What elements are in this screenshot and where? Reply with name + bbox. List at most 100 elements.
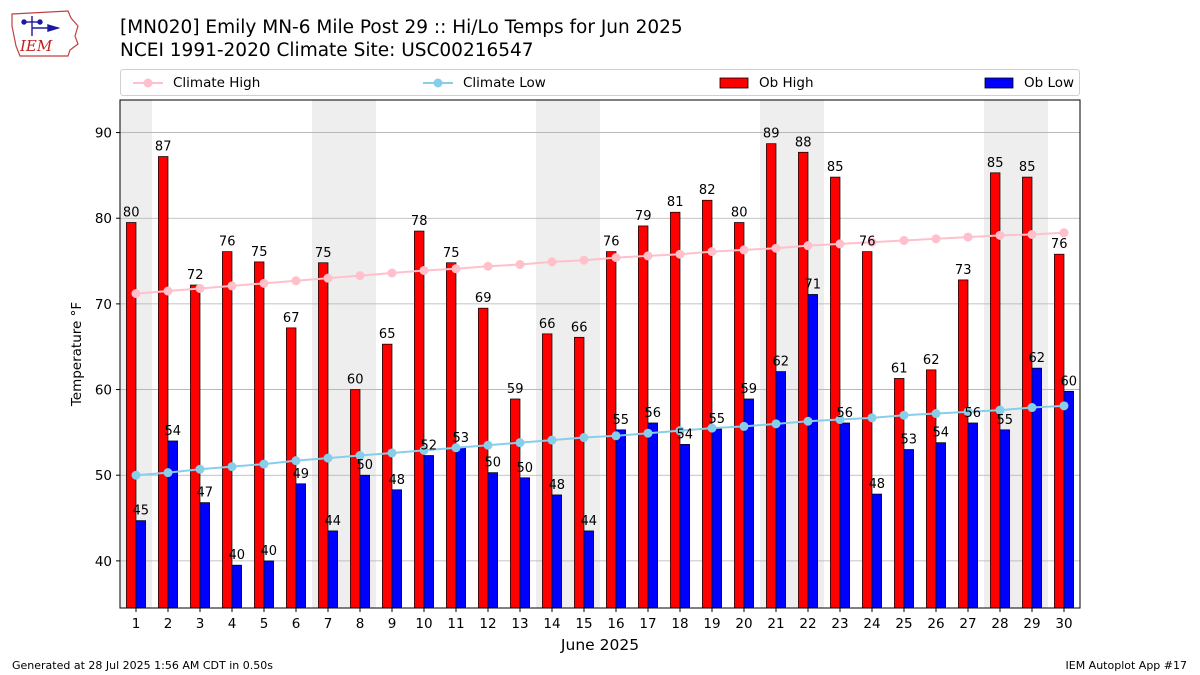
ob-high-label: 88 xyxy=(795,135,812,150)
climate-high-point xyxy=(1027,229,1037,239)
climate-high-point xyxy=(611,253,621,263)
ob-low-bar xyxy=(327,530,338,609)
ob-low-bar xyxy=(391,489,402,609)
ob-low-label: 50 xyxy=(517,461,534,476)
x-tick-label: 5 xyxy=(260,616,269,632)
ob-high-label: 75 xyxy=(251,245,268,260)
weekend-band xyxy=(760,100,792,608)
ob-high-bar xyxy=(478,307,489,609)
ob-low-bar xyxy=(551,494,562,609)
ob-high-bar xyxy=(894,378,905,609)
ob-low-bar xyxy=(455,447,466,609)
x-tick-label: 1 xyxy=(132,616,141,632)
y-tick-label: 90 xyxy=(95,126,112,142)
ob-low-label: 55 xyxy=(709,412,726,427)
x-tick-label: 6 xyxy=(292,616,301,632)
ob-high-label: 79 xyxy=(635,209,652,224)
ob-low-bar xyxy=(1031,367,1042,609)
climate-low-point xyxy=(1027,403,1037,413)
climate-high-point xyxy=(835,239,845,249)
ob-high-bar xyxy=(222,251,233,609)
legend-item-ob-low: Ob Low xyxy=(984,70,1074,95)
ob-high-bar xyxy=(350,389,361,609)
ob-high-bar xyxy=(766,143,777,609)
weekend-band xyxy=(344,100,376,608)
ob-low-label: 62 xyxy=(1029,351,1046,366)
x-tick-label: 18 xyxy=(671,616,688,632)
chart-title: [MN020] Emily MN-6 Mile Post 29 :: Hi/Lo… xyxy=(120,17,683,38)
climate-high-point xyxy=(195,283,205,293)
ob-high-bar xyxy=(638,225,649,609)
climate-high-point xyxy=(995,230,1005,240)
ob-high-label: 73 xyxy=(955,263,972,278)
climate-low-point xyxy=(1059,401,1069,411)
x-tick-label: 17 xyxy=(639,616,656,632)
climate-low-point xyxy=(355,451,365,461)
ob-high-label: 66 xyxy=(539,317,556,332)
ob-low-bar xyxy=(807,294,818,609)
climate-high-point xyxy=(771,243,781,253)
x-tick-label: 4 xyxy=(228,616,237,632)
ob-high-bar xyxy=(414,230,425,609)
legend-label-climate-high: Climate High xyxy=(173,74,261,91)
generated-timestamp: Generated at 28 Jul 2025 1:56 AM CDT in … xyxy=(12,659,273,672)
ob-low-bar xyxy=(423,455,434,609)
ob-low-bar xyxy=(295,483,306,609)
climate-high-point xyxy=(291,276,301,286)
ob-high-label: 80 xyxy=(731,206,748,221)
ob-low-label: 50 xyxy=(485,456,502,471)
ob-low-label: 40 xyxy=(261,544,278,559)
climate-high-point xyxy=(899,235,909,245)
ob-low-bar xyxy=(775,371,786,609)
ob-low-bar xyxy=(583,530,594,609)
y-tick-label: 60 xyxy=(95,383,112,399)
ob-low-bar xyxy=(231,564,242,609)
ob-high-label: 59 xyxy=(507,382,524,397)
x-tick-label: 7 xyxy=(324,616,333,632)
climate-high-point xyxy=(675,249,685,259)
climate-high-point xyxy=(803,241,813,251)
ob-low-bar xyxy=(647,422,658,609)
climate-high-point xyxy=(419,265,429,275)
ob-high-bar xyxy=(286,327,297,609)
ob-low-bar xyxy=(679,444,690,609)
climate-high-point xyxy=(483,261,493,271)
ob-low-label: 59 xyxy=(741,382,758,397)
ob-low-bar xyxy=(711,428,722,609)
ob-low-bar xyxy=(903,449,914,609)
climate-high-point xyxy=(451,264,461,274)
ob-high-bar xyxy=(830,176,841,609)
climate-low-point xyxy=(835,415,845,425)
ob-high-bar xyxy=(702,199,713,609)
x-tick-label: 19 xyxy=(703,616,720,632)
ob-low-bar xyxy=(999,429,1010,609)
climate-low-point xyxy=(611,431,621,441)
ob-high-bar xyxy=(542,333,553,609)
ob-low-label: 50 xyxy=(357,458,374,473)
ob-high-label: 85 xyxy=(987,156,1004,171)
climate-high-point xyxy=(1059,228,1069,238)
climate-low-point xyxy=(771,419,781,429)
climate-low-point xyxy=(419,445,429,455)
ob-low-label: 44 xyxy=(325,514,342,529)
climate-low-point xyxy=(227,462,237,472)
ob-high-label: 89 xyxy=(763,127,780,142)
climate-low-point xyxy=(867,413,877,423)
climate-high-point xyxy=(323,273,333,283)
ob-low-label: 54 xyxy=(677,427,694,442)
ob-low-bar xyxy=(359,474,370,609)
ob-low-bar xyxy=(263,560,274,609)
y-tick-label: 80 xyxy=(95,211,112,227)
y-axis-label: Temperature °F xyxy=(69,302,85,407)
ob-high-bar xyxy=(990,172,1001,609)
legend-item-climate-low: Climate Low xyxy=(423,70,546,95)
ob-low-label: 47 xyxy=(197,486,214,501)
app-credit: IEM Autoplot App #17 xyxy=(1065,659,1188,672)
ob-high-label: 62 xyxy=(923,353,940,368)
ob-low-label: 55 xyxy=(613,413,630,428)
logo-text: IEM xyxy=(19,37,53,55)
ob-low-bar xyxy=(199,502,210,609)
ob-high-bar xyxy=(510,398,521,609)
ob-low-bar xyxy=(871,493,882,609)
ob-low-bar xyxy=(167,440,178,609)
